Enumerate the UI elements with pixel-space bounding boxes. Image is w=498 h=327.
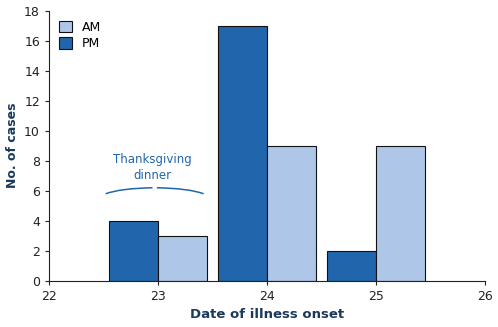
Bar [267,146,316,281]
Bar [109,221,158,281]
X-axis label: Date of illness onset: Date of illness onset [190,308,344,321]
Legend: AM, PM: AM, PM [55,17,105,54]
Bar [158,236,207,281]
Y-axis label: No. of cases: No. of cases [5,103,18,188]
Bar [218,26,267,281]
Text: Thanksgiving
dinner: Thanksgiving dinner [113,153,192,182]
Bar [327,251,375,281]
Bar [375,146,425,281]
